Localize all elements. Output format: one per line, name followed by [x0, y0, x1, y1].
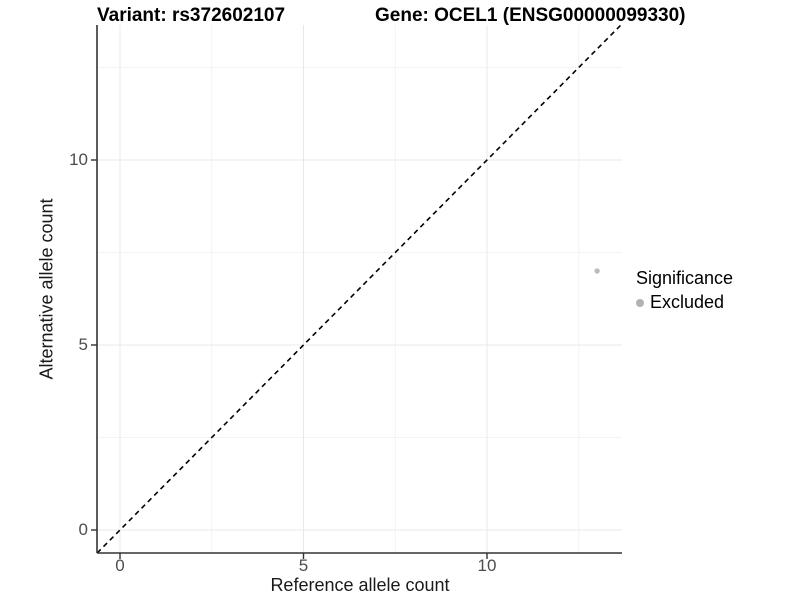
x-tick-label: 10	[477, 556, 497, 575]
y-tick-label: 5	[78, 335, 88, 354]
y-tick-label: 0	[78, 520, 88, 539]
x-axis-title: Reference allele count	[270, 575, 450, 595]
identity-reference-line	[96, 24, 622, 554]
x-tick-label: 5	[298, 556, 309, 575]
y-tick-label: 10	[69, 150, 88, 169]
data-point	[594, 268, 600, 274]
legend-point-icon	[636, 298, 644, 307]
y-axis-title: Alternative allele count	[36, 198, 57, 380]
x-tick-label: 0	[115, 556, 125, 575]
legend-title: Significance	[636, 268, 734, 288]
legend-item-excluded: Excluded	[636, 292, 733, 313]
plot-title-variant: Variant: rs372602107	[97, 5, 286, 26]
plot-title-gene: Gene: OCEL1 (ENSG00000099330)	[375, 5, 686, 26]
legend: Significance Excluded	[636, 268, 733, 313]
legend-item-label: Excluded	[650, 292, 725, 312]
